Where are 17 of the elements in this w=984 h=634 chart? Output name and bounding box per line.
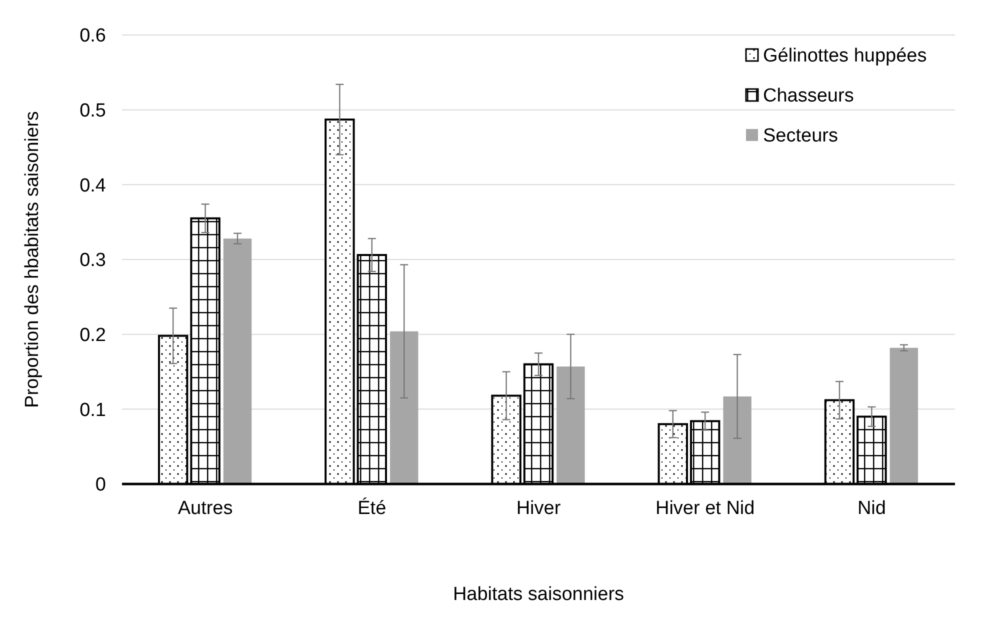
legend-label: Gélinottes huppées: [763, 46, 927, 67]
x-tick-label: Hiver: [516, 498, 562, 519]
y-tick-label: 0.4: [80, 175, 106, 196]
x-tick-label: Nid: [857, 498, 886, 519]
x-tick-label: Hiver et Nid: [655, 498, 755, 519]
y-tick-label: 0: [95, 474, 106, 496]
legend-label: Secteurs: [763, 126, 838, 147]
x-tick-label: Été: [358, 497, 386, 519]
y-tick-label: 0.1: [80, 400, 106, 421]
y-tick-label: 0.5: [80, 100, 106, 122]
y-axis-title: Proportion des hbabitats saisoniers: [22, 111, 43, 408]
x-axis-title: Habitats saisonniers: [452, 584, 624, 605]
legend-label: Chasseurs: [763, 86, 854, 107]
y-tick-label: 0.3: [80, 250, 106, 272]
y-tick-label: 0.6: [80, 26, 106, 47]
x-tick-label: Autres: [178, 498, 233, 519]
y-tick-label: 0.2: [80, 324, 106, 346]
